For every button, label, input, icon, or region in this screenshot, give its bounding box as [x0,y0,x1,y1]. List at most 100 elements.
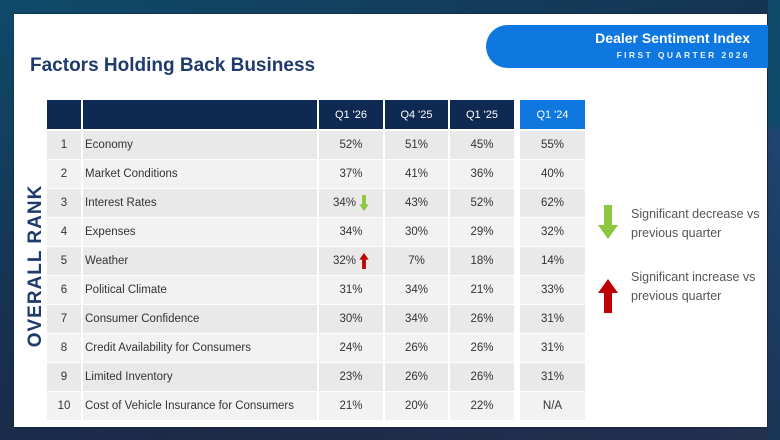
factor-name: Political Climate [85,284,167,296]
percentage-value: 52% [339,139,363,151]
table-cell-rank: 2 [47,160,81,188]
q1-25-header: Q1 '25 [450,100,514,129]
table-cell-q1-25: 21% [450,276,514,304]
table-cell-factor: Consumer Confidence [83,305,317,333]
arrow-down-icon [598,205,618,239]
percentage-value: 37% [339,168,363,180]
table-cell-q1-26: 30% [319,305,383,333]
percentage-value: 31% [540,371,565,383]
overall-rank-label: OVERALL RANK [25,184,46,348]
table-cell-rank: 10 [47,392,81,420]
percentage-value: 26% [470,371,494,383]
percentage-value: 32% [540,226,565,238]
rank-number: 4 [60,226,68,238]
table-cell-q1-26: 37% [319,160,383,188]
q1-26-header: Q1 '26 [319,100,383,129]
table-cell-q1-25: 36% [450,160,514,188]
page-title: Factors Holding Back Business [30,55,316,76]
percentage-value: 23% [339,371,363,383]
table-cell-rank: 7 [47,305,81,333]
table-cell-q4-25: 41% [385,160,448,188]
table-cell-rank: 8 [47,334,81,362]
factor-name: Economy [85,139,133,151]
percentage-value: 62% [540,197,565,209]
percentage-value: 34% [332,197,357,209]
percentage-value: 20% [404,400,429,412]
percentage-value: 31% [339,284,363,296]
table-cell-q1-26: 34% [319,218,383,246]
percentage-value: 14% [540,255,565,267]
arrow-up-icon [359,253,369,269]
table-cell-factor: Economy [83,131,317,159]
percentage-value: 31% [540,342,565,354]
table-cell-q1-24: 31% [520,363,585,391]
table-cell-rank: 3 [47,189,81,217]
table-cell-q1-25: 18% [450,247,514,275]
percentage-value: 32% [332,255,357,267]
percentage-value: 31% [540,313,565,325]
table-cell-q1-26: 24% [319,334,383,362]
table-cell-q1-26: 52% [319,131,383,159]
table-cell-q4-25: 26% [385,363,448,391]
percentage-value: 21% [339,400,363,412]
percentage-value: 52% [470,197,494,209]
rank-number: 3 [60,197,68,209]
table-cell-factor: Expenses [83,218,317,246]
table-cell-factor: Limited Inventory [83,363,317,391]
rank-number: 2 [60,168,68,180]
percentage-value: 24% [339,342,363,354]
rank-number: 6 [60,284,68,296]
rank-header [47,100,81,129]
table-cell-q1-24: N/A [520,392,585,420]
percentage-value: 34% [404,313,429,325]
table-cell-rank: 1 [47,131,81,159]
percentage-value: 21% [470,284,494,296]
badge-title: Dealer Sentiment Index [595,30,750,46]
table-cell-rank: 4 [47,218,81,246]
percentage-value: 55% [540,139,565,151]
table-cell-q1-25: 26% [450,305,514,333]
table-cell-q4-25: 30% [385,218,448,246]
percentage-value: 30% [339,313,363,325]
q4-25-header: Q4 '25 [385,100,448,129]
factor-name: Limited Inventory [85,371,173,383]
percentage-value: 34% [404,284,429,296]
percentage-value: 26% [470,313,494,325]
percentage-value: 26% [470,342,494,354]
table-cell-q1-26: 23% [319,363,383,391]
table-cell-q1-24: 40% [520,160,585,188]
percentage-value: 36% [470,168,494,180]
factor-name: Weather [85,255,129,267]
table-cell-factor: Credit Availability for Consumers [83,334,317,362]
percentage-value: 34% [339,226,363,238]
percentage-value: 22% [470,400,494,412]
legend-decrease-text: Significant decrease vs previous quarter [631,207,760,240]
percentage-value: 30% [404,226,429,238]
table-cell-q1-26: 31% [319,276,383,304]
percentage-value: 45% [470,139,494,151]
rank-number: 10 [57,400,71,412]
factor-name: Credit Availability for Consumers [85,342,251,354]
table-cell-q4-25: 43% [385,189,448,217]
percentage-value: 51% [404,139,429,151]
rank-number: 7 [60,313,68,325]
table-cell-factor: Interest Rates [83,189,317,217]
rank-number: 5 [60,255,68,267]
factor-header [83,100,317,129]
percentage-value: 43% [404,197,429,209]
table-cell-q1-24: 62% [520,189,585,217]
percentage-value: 41% [404,168,429,180]
rank-number: 9 [60,371,68,383]
percentage-value: 18% [470,255,494,267]
percentage-value: 29% [470,226,494,238]
factor-name: Market Conditions [85,168,178,180]
table-cell-q1-25: 22% [450,392,514,420]
table-cell-q1-25: 26% [450,334,514,362]
table-cell-q1-25: 45% [450,131,514,159]
percentage-value: 26% [404,342,429,354]
report-badge: Dealer Sentiment Index FIRST QUARTER 202… [486,25,768,68]
badge-subtitle: FIRST QUARTER 2026 [616,50,750,60]
table-cell-q4-25: 34% [385,276,448,304]
table-cell-q1-24: 31% [520,305,585,333]
table-cell-factor: Weather [83,247,317,275]
